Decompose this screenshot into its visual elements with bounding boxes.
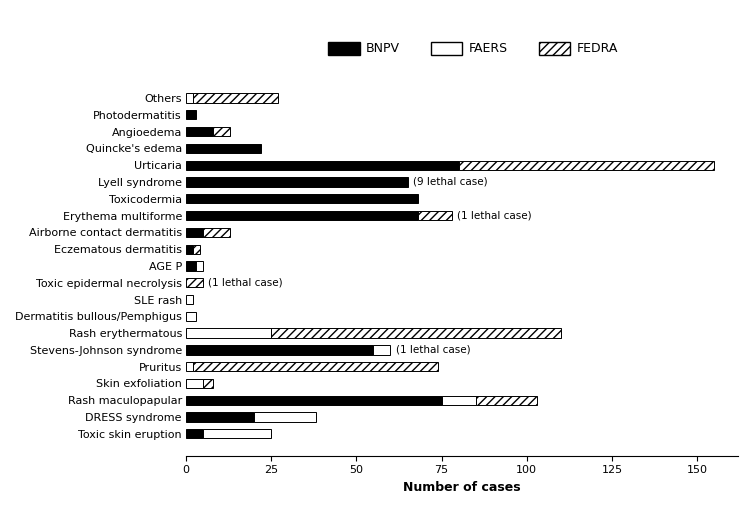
Bar [203,228,230,237]
Bar [186,228,203,237]
Bar [213,127,230,136]
Bar [186,345,373,354]
Bar [197,261,203,271]
Bar [476,395,537,405]
Bar [203,379,213,388]
Bar [186,244,193,254]
Text: (9 lethal case): (9 lethal case) [413,177,487,187]
Bar [186,177,407,187]
Bar [186,144,261,153]
Bar [186,261,197,271]
Bar [186,93,193,103]
Bar [203,429,271,438]
Bar [193,93,278,103]
Text: (1 lethal case): (1 lethal case) [208,278,283,288]
Bar [186,211,418,220]
Bar [186,379,203,388]
Bar [193,362,438,371]
Bar [186,328,271,337]
Bar [186,194,418,204]
Bar [193,244,200,254]
Bar [186,295,193,304]
Bar [186,395,441,405]
Legend: BNPV, FAERS, FEDRA: BNPV, FAERS, FEDRA [323,37,623,61]
Bar [271,328,561,337]
Bar [459,160,714,170]
Bar [441,395,476,405]
Bar [186,127,213,136]
Bar [186,312,197,321]
Bar [186,110,197,120]
Bar [186,429,203,438]
Bar [373,345,391,354]
X-axis label: Number of cases: Number of cases [403,481,521,494]
Text: (1 lethal case): (1 lethal case) [457,211,532,220]
Text: (1 lethal case): (1 lethal case) [395,345,470,355]
Bar [186,160,459,170]
Bar [186,362,193,371]
Bar [186,278,203,288]
Bar [186,412,255,421]
Bar [255,412,316,421]
Bar [418,211,452,220]
